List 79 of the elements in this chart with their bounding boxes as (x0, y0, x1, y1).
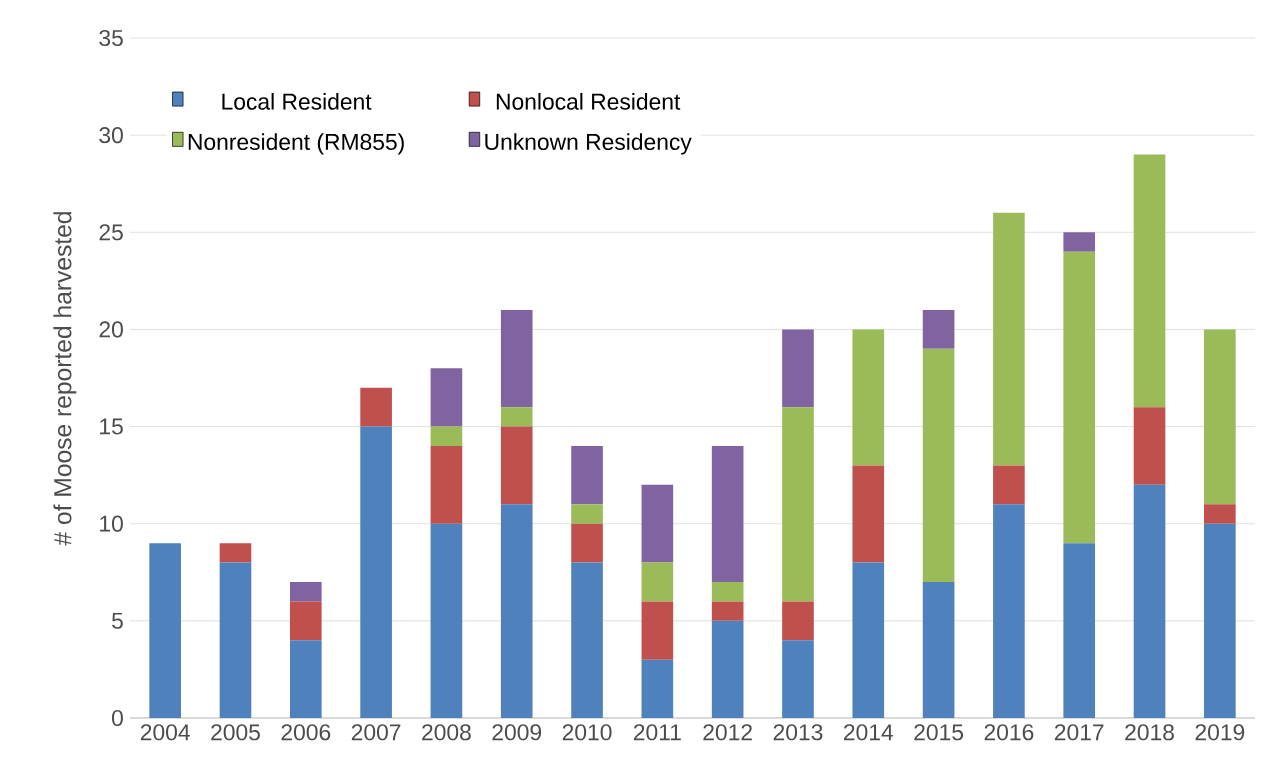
y-tick-label: 20 (99, 321, 123, 338)
bar (289, 581, 322, 602)
bar (1133, 154, 1166, 408)
bar (782, 601, 814, 641)
bar (219, 562, 252, 718)
x-tick-label: 2018 (1125, 724, 1174, 741)
bar (782, 640, 814, 718)
bar (360, 426, 392, 718)
x-tick-label: 2006 (281, 724, 331, 741)
bar (641, 601, 674, 660)
x-tick-label: 2017 (1054, 724, 1104, 741)
y-axis-title: # of Moose reported harvested (53, 212, 77, 546)
bar (430, 445, 463, 524)
x-tick-label: 2010 (562, 724, 612, 741)
bar (922, 581, 955, 718)
legend-label: Nonlocal Resident (496, 92, 681, 110)
y-tick-label: 30 (99, 127, 123, 144)
y-tick-label: 0 (111, 709, 123, 727)
bar (571, 523, 603, 563)
bar (500, 426, 533, 505)
bar (571, 562, 603, 718)
bar (1133, 407, 1166, 485)
x-tick-label: 2011 (633, 724, 681, 741)
y-tick-label: 10 (100, 515, 123, 532)
bar (430, 368, 463, 427)
bar (289, 601, 322, 641)
x-tick-label: 2014 (844, 724, 894, 741)
bar (641, 484, 674, 563)
x-tick-label: 2016 (984, 724, 1034, 741)
bar (1063, 543, 1096, 718)
bar (500, 407, 533, 427)
bar (500, 309, 533, 408)
x-tick-label: 2005 (211, 724, 260, 741)
bar (500, 504, 533, 718)
bar (852, 465, 885, 563)
bar (289, 640, 322, 718)
bar (360, 387, 392, 427)
bar (993, 465, 1025, 505)
bar (782, 407, 814, 602)
bar (711, 445, 744, 582)
bar (1133, 484, 1166, 718)
bar (711, 620, 744, 718)
bar (711, 581, 744, 602)
legend-label: Unknown Residency (485, 133, 692, 155)
bar (711, 601, 744, 621)
x-tick-label: 2009 (492, 724, 542, 741)
x-tick-label: 2004 (140, 724, 190, 741)
bar (149, 543, 181, 718)
bar (1204, 329, 1236, 505)
bar (430, 426, 463, 446)
bar (641, 659, 674, 718)
y-tick-label: 5 (112, 612, 123, 629)
y-tick-label: 15 (100, 418, 123, 435)
bar (922, 348, 955, 582)
x-tick-label: 2012 (703, 724, 752, 741)
legend-label: Nonresident (RM855) (188, 133, 404, 155)
bar (852, 562, 885, 718)
y-tick-label: 35 (99, 29, 123, 47)
bar (1204, 523, 1236, 718)
bar (1063, 251, 1096, 544)
bar (852, 329, 885, 466)
bar (782, 329, 814, 408)
y-tick-label: 25 (99, 224, 123, 241)
bar (993, 212, 1025, 466)
bar (219, 543, 252, 563)
bar (993, 504, 1025, 718)
bar (571, 445, 603, 505)
bar (641, 562, 674, 602)
bar (922, 309, 955, 349)
x-tick-label: 2007 (351, 724, 401, 741)
bar (571, 504, 603, 524)
x-tick-label: 2019 (1195, 724, 1245, 741)
legend-label: Local Resident (222, 92, 372, 110)
bar (1063, 232, 1096, 252)
bar (430, 523, 463, 718)
bar (1204, 504, 1236, 524)
x-tick-label: 2008 (422, 724, 471, 741)
x-tick-label: 2015 (914, 724, 964, 741)
x-tick-label: 2013 (773, 724, 823, 741)
